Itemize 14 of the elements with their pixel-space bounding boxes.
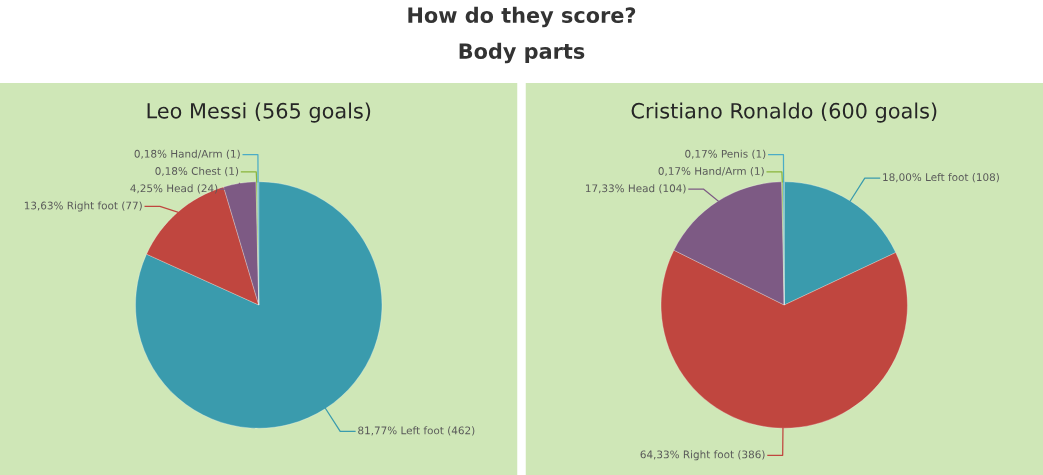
chart-title: Cristiano Ronaldo (600 goals) bbox=[631, 102, 937, 123]
slice-label: 0,17% Hand/Arm (1) bbox=[658, 166, 764, 177]
slice-label: 17,33% Head (104) bbox=[586, 184, 686, 194]
chart-title: Leo Messi (565 goals) bbox=[147, 102, 371, 123]
slice-label: 0,17% Penis (1) bbox=[685, 149, 766, 159]
slice-label: 0,18% Hand/Arm (1) bbox=[134, 149, 240, 159]
slice-label: 13,63% Right foot (77) bbox=[24, 201, 142, 212]
slice-label: 64,33% Right foot (386) bbox=[640, 450, 765, 461]
text: Body parts bbox=[459, 42, 585, 64]
slice-label: 0,18% Chest (1) bbox=[155, 166, 239, 177]
slice-label: 81,77% Left foot (462) bbox=[358, 426, 475, 436]
slice-label: 18,00% Left foot (108) bbox=[883, 173, 999, 183]
text: How do they score? bbox=[408, 6, 636, 28]
legend-label: 4,25% Head (24) bbox=[130, 184, 218, 194]
